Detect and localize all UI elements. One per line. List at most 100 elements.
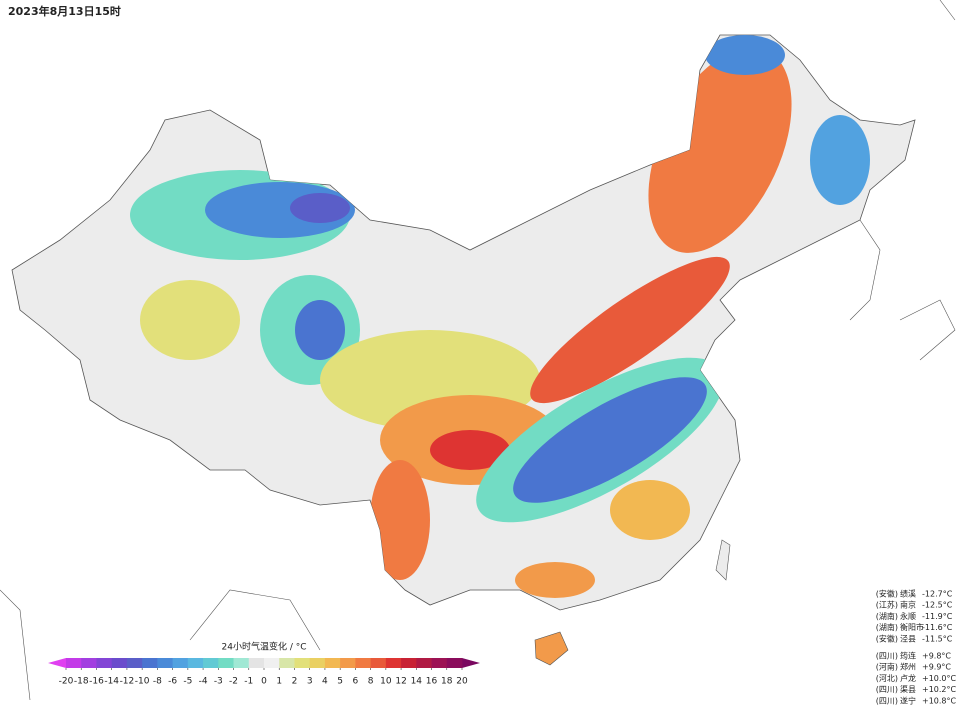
colorbar-segment <box>264 658 280 668</box>
station-province: (湖南) <box>876 622 898 632</box>
station-value: +10.2°C <box>922 685 957 694</box>
colorbar-segment <box>446 658 463 668</box>
colorbar-segment <box>340 658 356 668</box>
field <box>295 300 345 360</box>
colorbar-segment <box>126 658 143 668</box>
colorbar-segment <box>355 658 372 668</box>
colorbar-under <box>48 658 66 668</box>
station-name: 绩溪 <box>900 589 916 599</box>
colorbar-tick-label: -14 <box>104 677 119 687</box>
colorbar-segment <box>142 658 158 668</box>
station-province: (安徽) <box>876 589 898 599</box>
station-name: 渠县 <box>900 684 916 694</box>
neighbor-coast <box>0 589 321 701</box>
colorbar-segment <box>309 658 326 668</box>
colorbar-tick-label: -16 <box>89 677 104 687</box>
colorbar-segment <box>416 658 432 668</box>
colorbar-segment <box>431 658 448 668</box>
station-value: +10.0°C <box>922 674 957 683</box>
colorbar-tick-label: 1 <box>276 677 282 687</box>
colorbar-tick-label: -1 <box>244 677 253 687</box>
colorbar-segment <box>294 658 311 668</box>
station-value: -11.9°C <box>922 612 953 621</box>
colorbar-tick-label: 14 <box>411 677 423 687</box>
colorbar-tick-label: 3 <box>307 677 313 687</box>
station-name: 遂宁 <box>900 695 916 705</box>
field <box>530 256 730 404</box>
station-province: (四川) <box>876 652 898 661</box>
colorbar-segment <box>324 658 341 668</box>
colorbar-segment <box>203 658 219 668</box>
colorbar-tick-label: -20 <box>59 677 74 687</box>
station-value: -11.5°C <box>922 634 953 643</box>
station-province: (四川) <box>876 685 898 694</box>
station-value: +9.8°C <box>922 652 951 661</box>
colorbar-tick-label: -3 <box>214 677 223 687</box>
colorbar-segment <box>157 658 174 668</box>
station-name: 卢龙 <box>900 673 916 683</box>
colorbar-tick-label: 8 <box>368 677 374 687</box>
station-province: (湖南) <box>876 611 898 621</box>
colorbar-tick-label: 5 <box>337 677 343 687</box>
colorbar-tick-label: -18 <box>74 677 89 687</box>
colorbar-segment <box>248 658 265 668</box>
colorbar-tick-label: -10 <box>135 677 150 687</box>
colorbar-tick-label: 10 <box>380 677 392 687</box>
map-title: 2023年8月13日15时 <box>8 4 121 18</box>
station-province: (江苏) <box>876 600 898 610</box>
neighbor-coast <box>849 0 956 361</box>
colorbar-tick-label: -12 <box>120 677 135 687</box>
colorbar-segment <box>385 658 402 668</box>
station-value: +9.9°C <box>922 663 951 672</box>
colorbar-segment <box>111 658 128 668</box>
station-list: (安徽) 绩溪 -12.7°C(江苏) 南京 -12.5°C(湖南) 永顺 -11.9°C(… <box>876 589 957 706</box>
station-province: (安徽) <box>876 633 898 643</box>
colorbar-tick-label: -2 <box>229 677 238 687</box>
colorbar-segment <box>172 658 189 668</box>
field <box>515 562 595 598</box>
field <box>705 35 785 75</box>
colorbar-segment <box>218 658 234 668</box>
colorbar-tick-label: 0 <box>261 677 267 687</box>
field <box>810 115 870 205</box>
station-name: 衡阳市 <box>900 622 924 632</box>
colorbar-over <box>462 658 480 668</box>
colorbar-tick-label: -5 <box>183 677 192 687</box>
temperature-field <box>130 35 870 598</box>
colorbar-segment <box>401 658 417 668</box>
colorbar-tick-label: -4 <box>199 677 208 687</box>
colorbar-tick-label: 6 <box>353 677 359 687</box>
station-value: -12.7°C <box>922 590 953 599</box>
colorbar-segment <box>187 658 204 668</box>
field <box>370 460 430 580</box>
colorbar-tick-label: 2 <box>292 677 298 687</box>
station-province: (河南) <box>876 662 898 672</box>
colorbar-segment <box>370 658 387 668</box>
hainan <box>534 631 569 666</box>
colorbar-segment <box>81 658 97 668</box>
field <box>513 377 707 503</box>
station-name: 泾县 <box>900 634 916 643</box>
field <box>430 430 510 470</box>
station-province: (河北) <box>876 673 898 683</box>
colorbar-segment <box>96 658 113 668</box>
colorbar-tick-label: 12 <box>395 677 406 687</box>
field <box>290 193 350 223</box>
taiwan <box>715 539 731 581</box>
station-name: 筠连 <box>900 651 916 661</box>
colorbar-segment <box>233 658 250 668</box>
colorbar-tick-label: -6 <box>168 677 177 687</box>
colorbar-tick-label: 4 <box>322 677 328 687</box>
colorbar-tick-label: -8 <box>153 677 162 687</box>
station-name: 郑州 <box>900 662 916 672</box>
legend-label: 24小时气温变化 / °C <box>222 641 307 653</box>
colorbar-tick-label: 18 <box>441 677 453 687</box>
colorbar-segment <box>279 658 295 668</box>
station-name: 永顺 <box>900 611 916 621</box>
station-value: -12.5°C <box>922 601 953 610</box>
station-value: +10.8°C <box>922 696 957 705</box>
station-province: (四川) <box>876 696 898 705</box>
station-value: -11.6°C <box>922 623 953 632</box>
